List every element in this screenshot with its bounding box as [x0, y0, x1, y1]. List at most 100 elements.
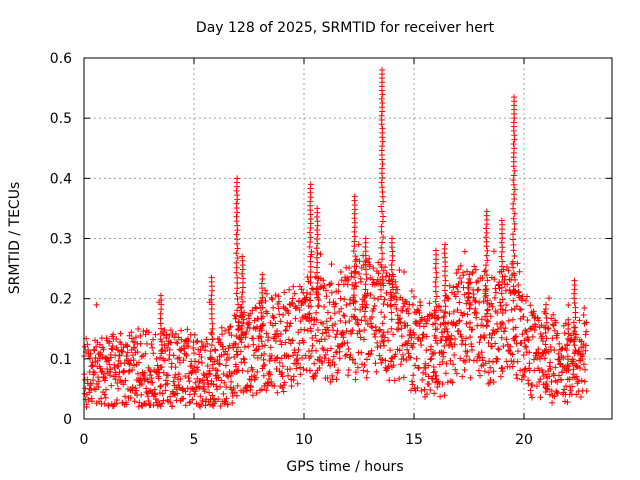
- data-point: [146, 388, 153, 395]
- data-point: [184, 326, 191, 333]
- data-point: [466, 293, 472, 300]
- data-point: [297, 318, 304, 325]
- data-point: [388, 291, 395, 298]
- data-point: [107, 372, 114, 379]
- data-point: [372, 333, 379, 340]
- data-point: [506, 286, 513, 293]
- data-point: [404, 305, 411, 312]
- data-point: [297, 371, 304, 378]
- data-point: [233, 213, 240, 220]
- data-point: [158, 348, 165, 355]
- data-point: [469, 347, 476, 354]
- data-point: [576, 317, 583, 324]
- data-point: [243, 328, 250, 335]
- data-point: [198, 359, 205, 366]
- data-point: [139, 381, 146, 388]
- data-point: [240, 332, 247, 339]
- data-point: [323, 293, 330, 300]
- data-point: [176, 384, 183, 391]
- data-point: [352, 316, 359, 323]
- data-point: [498, 253, 505, 260]
- data-point: [268, 294, 275, 301]
- data-point: [101, 370, 108, 377]
- data-point: [390, 331, 397, 338]
- data-point: [137, 340, 144, 347]
- data-point: [103, 335, 110, 342]
- data-point: [148, 375, 155, 382]
- data-point: [417, 302, 424, 309]
- data-point: [505, 267, 512, 274]
- data-point: [561, 386, 568, 393]
- data-point: [461, 248, 468, 255]
- data-point: [138, 353, 145, 360]
- data-point: [558, 377, 565, 384]
- data-point: [476, 299, 483, 306]
- data-point: [331, 361, 338, 368]
- data-point: [204, 377, 211, 384]
- data-point: [572, 349, 579, 356]
- data-point: [341, 296, 348, 303]
- data-point: [523, 343, 530, 350]
- data-point: [411, 293, 417, 300]
- data-point: [503, 336, 510, 343]
- data-point: [88, 387, 95, 394]
- data-point: [510, 172, 517, 179]
- data-point: [182, 373, 189, 380]
- data-point: [563, 383, 570, 390]
- data-point: [532, 323, 539, 330]
- data-point: [119, 348, 126, 355]
- data-point: [155, 375, 162, 382]
- data-point: [467, 319, 474, 326]
- data-point: [379, 184, 386, 191]
- data-point: [462, 335, 469, 342]
- data-point: [543, 371, 549, 378]
- data-point: [555, 372, 562, 379]
- data-point: [302, 352, 309, 359]
- data-point: [233, 231, 240, 238]
- data-point: [385, 363, 392, 370]
- data-point: [379, 100, 386, 107]
- data-point: [309, 335, 316, 342]
- data-point: [253, 305, 260, 312]
- data-point: [369, 324, 376, 331]
- data-point: [448, 332, 455, 339]
- data-point: [395, 326, 402, 333]
- chart-title: Day 128 of 2025, SRMTID for receiver her…: [196, 20, 495, 36]
- data-point: [144, 393, 151, 400]
- data-point: [511, 167, 518, 174]
- data-point: [280, 382, 287, 389]
- data-point: [173, 339, 180, 346]
- data-point: [107, 366, 114, 373]
- data-point: [234, 382, 241, 389]
- x-axis-label: GPS time / hours: [286, 459, 403, 475]
- data-point: [379, 337, 386, 344]
- data-point: [252, 347, 259, 354]
- data-point: [245, 343, 252, 350]
- data-point: [206, 389, 213, 396]
- data-point: [570, 338, 577, 345]
- data-point: [201, 379, 208, 386]
- data-point: [263, 290, 270, 297]
- data-point: [511, 337, 518, 344]
- data-point: [442, 282, 448, 289]
- data-point: [352, 253, 359, 260]
- data-point: [379, 256, 386, 263]
- data-point: [351, 297, 358, 304]
- data-point: [565, 302, 572, 309]
- data-point: [512, 334, 519, 341]
- data-point: [580, 361, 587, 368]
- data-point: [475, 351, 482, 358]
- data-point: [492, 340, 499, 347]
- data-point: [509, 351, 516, 358]
- data-point: [570, 358, 577, 365]
- data-point: [213, 383, 220, 390]
- data-point: [530, 308, 537, 315]
- data-point: [432, 247, 439, 254]
- data-point: [141, 369, 148, 376]
- data-point: [380, 301, 387, 308]
- data-point: [171, 374, 178, 381]
- data-point: [464, 348, 471, 355]
- data-point: [563, 346, 570, 353]
- data-point: [487, 377, 494, 384]
- data-point: [378, 244, 385, 251]
